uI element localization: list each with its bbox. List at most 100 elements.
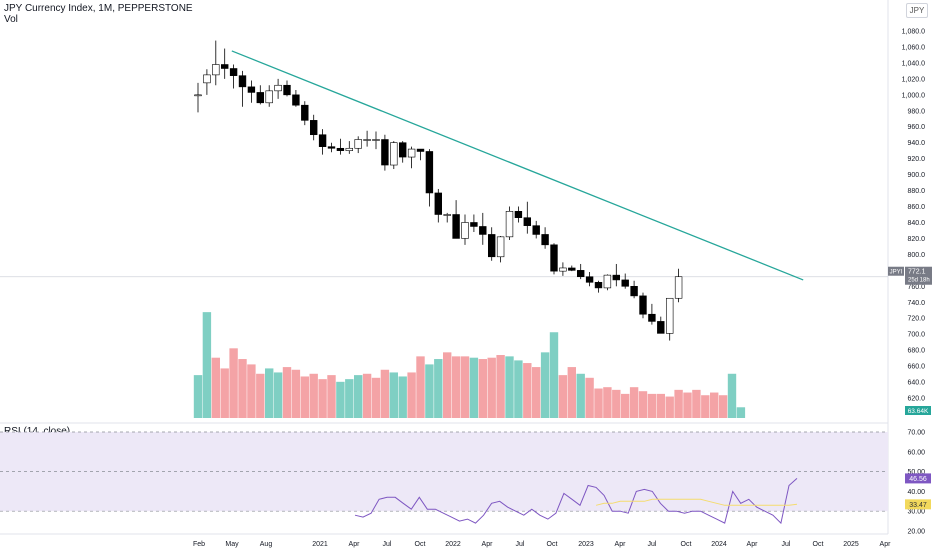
- candle-body: [318, 134, 327, 147]
- candle: [443, 212, 451, 223]
- candle-body: [363, 139, 371, 141]
- volume-bar: [443, 352, 452, 418]
- y-tick-label: 900.0: [907, 172, 925, 179]
- candle-body: [479, 226, 487, 235]
- candle-body: [594, 282, 603, 289]
- candle: [585, 271, 594, 287]
- candle-body: [514, 211, 523, 218]
- candle: [372, 131, 380, 150]
- candle-body: [630, 286, 638, 297]
- rsi-line: [354, 478, 798, 525]
- candle-body: [194, 94, 202, 97]
- rsi-y-tick-label: 40.00: [907, 489, 925, 496]
- volume-bar: [469, 357, 479, 418]
- candle: [425, 149, 434, 207]
- candle-body: [434, 192, 442, 215]
- last-price-tag: JPYI 772.1 25d 18h: [888, 266, 932, 285]
- candle: [532, 220, 540, 239]
- candle-body: [229, 68, 238, 76]
- volume-bar: [425, 364, 434, 418]
- volume-bar: [193, 375, 203, 418]
- candle: [621, 273, 629, 289]
- candle-body: [247, 86, 256, 93]
- candle: [274, 78, 282, 99]
- candle-body: [221, 64, 229, 69]
- candle: [568, 265, 576, 272]
- volume-bar: [576, 373, 585, 418]
- candle-body: [372, 139, 380, 141]
- x-tick-label: Jul: [516, 541, 525, 548]
- x-tick-label: May: [225, 541, 239, 548]
- y-tick-label: 980.0: [907, 108, 925, 115]
- volume-bar: [621, 393, 630, 418]
- volume-bar: [434, 359, 443, 418]
- volume-bar: [736, 407, 746, 418]
- x-tick-label: 2023: [578, 541, 594, 548]
- symbol-tag-bg: [888, 266, 904, 276]
- y-tick-label: 1,080.0: [902, 29, 925, 36]
- x-tick-label: 2025: [843, 541, 859, 548]
- candle: [541, 227, 549, 249]
- candle: [309, 114, 318, 141]
- y-tick-label: 1,060.0: [902, 44, 925, 51]
- candle-body: [621, 279, 629, 287]
- volume-bar: [496, 355, 505, 418]
- volume-bar: [567, 367, 576, 418]
- rsi-y-tick-label: 50.00: [907, 469, 925, 476]
- trendline: [231, 50, 804, 281]
- rsi-indicator-label[interactable]: RSI (14, close): [4, 426, 71, 437]
- candle: [674, 268, 683, 303]
- candle: [479, 212, 487, 245]
- candle: [505, 206, 514, 241]
- candle: [265, 85, 273, 107]
- y-tick-label: 720.0: [907, 316, 925, 323]
- candle: [452, 200, 460, 239]
- volume-bar: [523, 363, 532, 418]
- candle: [559, 262, 567, 276]
- candle: [203, 69, 211, 95]
- candle-body: [354, 139, 362, 149]
- volume-bar: [380, 369, 390, 418]
- candle-body: [505, 211, 514, 238]
- candle-body: [541, 234, 549, 246]
- volume-bar: [665, 396, 674, 418]
- volume-bar: [202, 312, 212, 418]
- rsi-y-tick-label: 30.00: [907, 509, 925, 516]
- candle-body: [336, 147, 345, 151]
- candle-body: [648, 313, 656, 322]
- volume-bar: [701, 395, 710, 418]
- candle: [292, 90, 300, 107]
- candle-body: [274, 84, 282, 92]
- volume-bar: [505, 356, 514, 418]
- y-tick-label: 860.0: [907, 204, 925, 211]
- rsi-ma-tag-bg: [905, 499, 931, 510]
- x-tick-label: Feb: [193, 541, 205, 548]
- x-tick-label: 2024: [711, 541, 727, 548]
- candle: [657, 316, 665, 334]
- y-tick-label: 700.0: [907, 332, 925, 339]
- y-tick-label: 940.0: [907, 140, 925, 147]
- candle: [318, 129, 327, 155]
- candle: [336, 138, 345, 155]
- y-tick-label: 740.0: [907, 300, 925, 307]
- y-tick-label: 840.0: [907, 220, 925, 227]
- volume-bar: [282, 367, 292, 418]
- volume-indicator-label[interactable]: Vol: [4, 14, 18, 25]
- volume-tag: 63.64K: [908, 408, 929, 415]
- y-tick-label: 660.0: [907, 364, 925, 371]
- currency-button[interactable]: JPY: [906, 3, 928, 18]
- y-tick-label: 960.0: [907, 124, 925, 131]
- candle-body: [585, 276, 594, 283]
- x-tick-label: Oct: [681, 541, 692, 548]
- candle: [648, 303, 656, 325]
- candle: [514, 206, 523, 223]
- volume-bar: [558, 375, 568, 418]
- rsi-y-tick-label: 20.00: [907, 529, 925, 536]
- x-tick-label: Aug: [260, 541, 273, 548]
- volume-bar: [460, 356, 470, 418]
- candle: [594, 280, 603, 293]
- x-tick-label: Oct: [415, 541, 426, 548]
- volume-bar: [478, 359, 487, 418]
- y-tick-label: 800.0: [907, 252, 925, 259]
